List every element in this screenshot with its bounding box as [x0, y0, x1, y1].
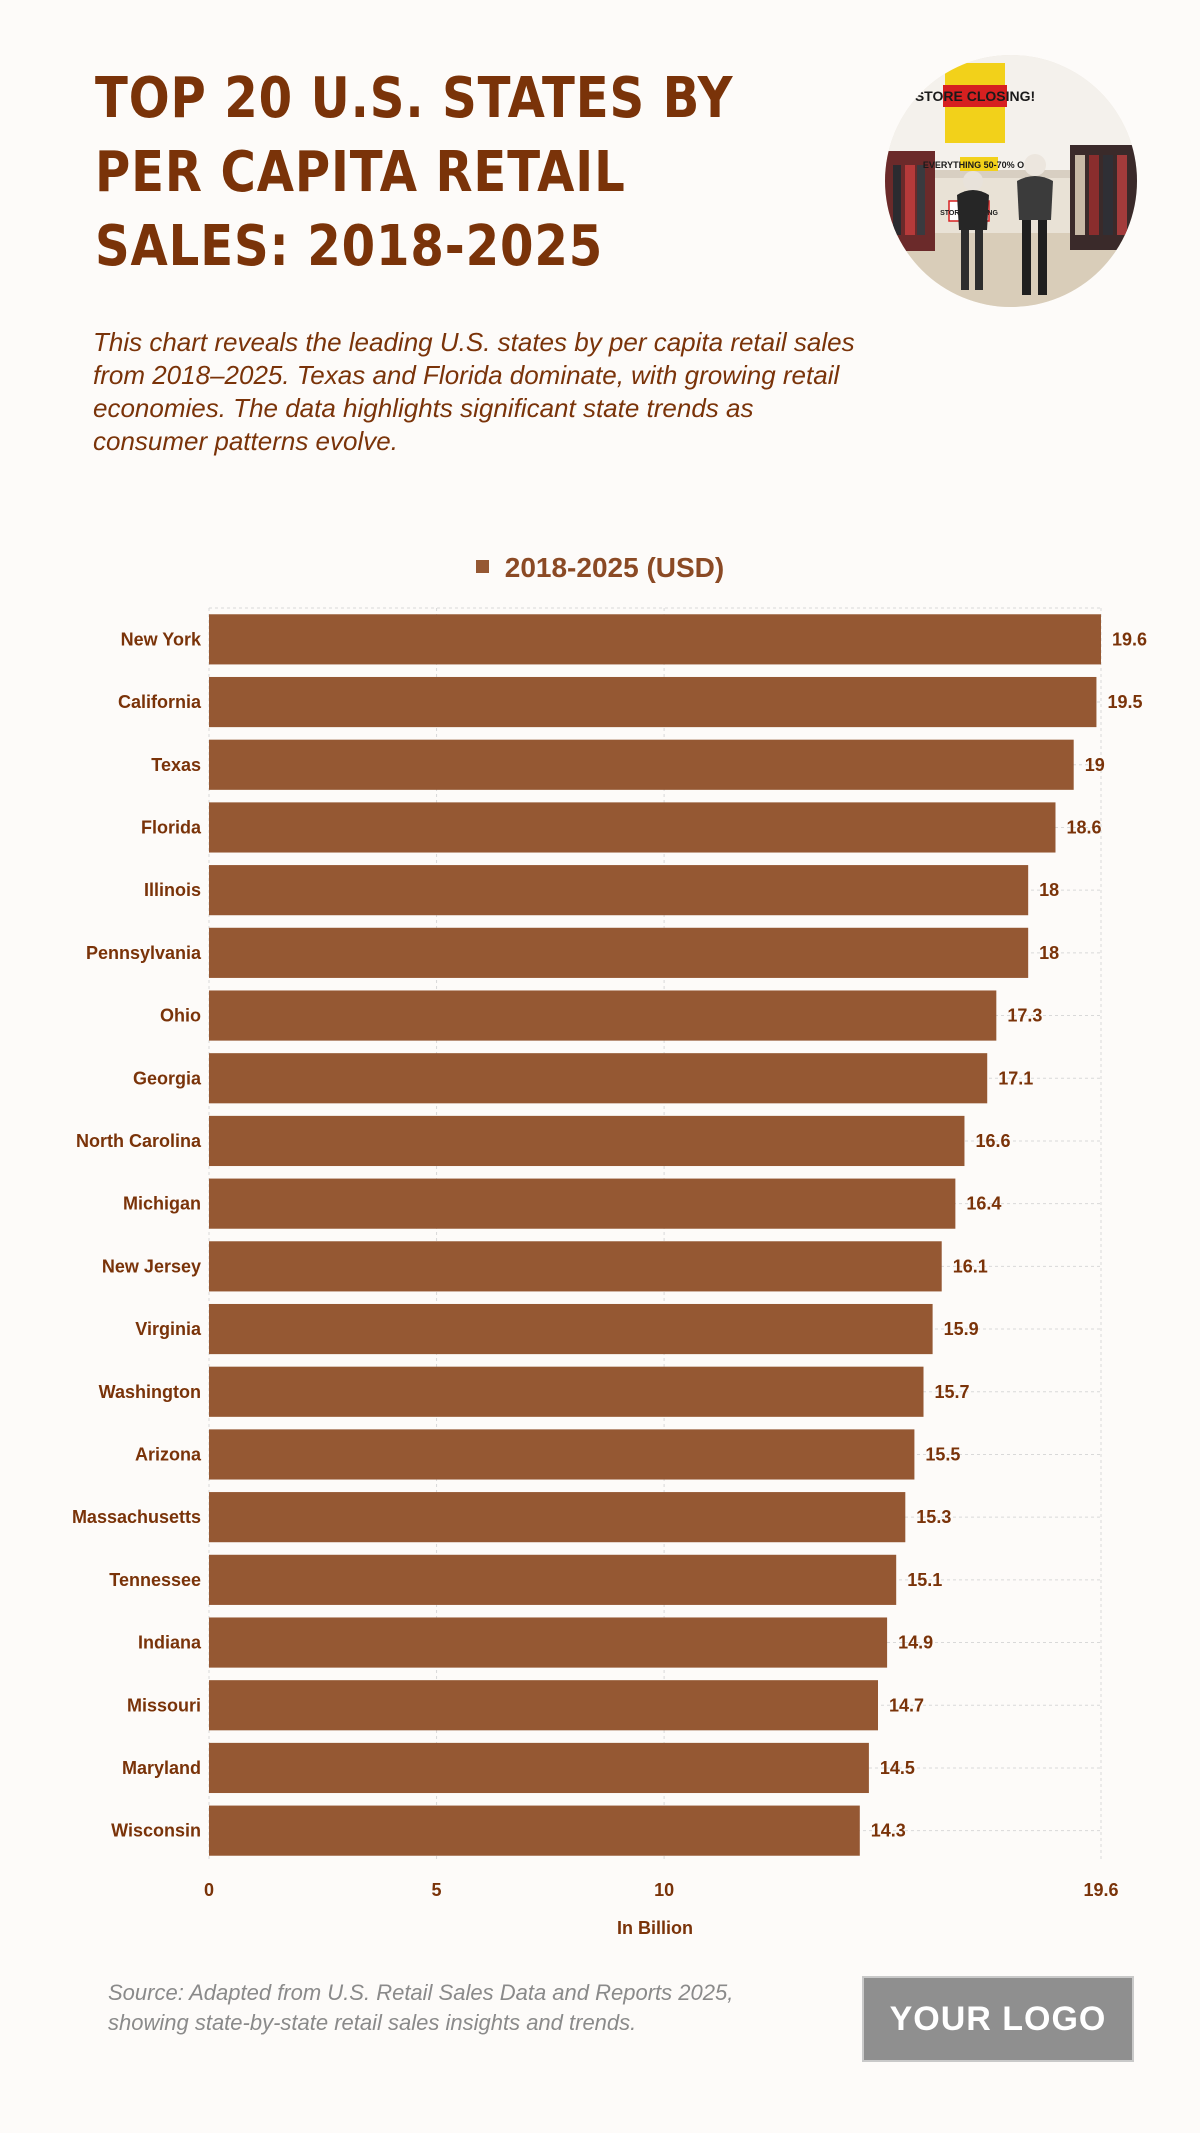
bar-chart: 0 5 10 19.6 New York 19.6 California 19.5 Texas 1… [72, 607, 1147, 1938]
category-label: Wisconsin [111, 1821, 201, 1841]
bar-value-label: 15.5 [925, 1444, 960, 1464]
bar [209, 802, 1056, 853]
bar [209, 927, 1029, 978]
category-label: Texas [151, 755, 201, 775]
bar [209, 865, 1029, 916]
category-label: Missouri [127, 1695, 201, 1715]
chart-grid [208, 607, 1102, 1862]
bar [209, 1429, 915, 1480]
bar-value-label: 16.4 [966, 1194, 1001, 1214]
bar-value-label: 18.6 [1066, 817, 1101, 837]
bar-value-label: 19 [1085, 755, 1105, 775]
category-label: Pennsylvania [86, 943, 202, 963]
category-label: Michigan [123, 1194, 201, 1214]
x-axis-title: In Billion [617, 1918, 693, 1938]
bar-value-label: 14.7 [889, 1695, 924, 1715]
chart-labels: 0 5 10 19.6 New York 19.6 California 19.5 Texas 1… [72, 629, 1147, 1900]
category-label: Indiana [138, 1633, 202, 1653]
bar-value-label: 14.3 [871, 1821, 906, 1841]
category-label: Ohio [160, 1006, 201, 1026]
category-label: New York [121, 629, 202, 649]
bar-value-label: 18 [1039, 880, 1059, 900]
bar [209, 1303, 933, 1355]
bar-value-label: 14.9 [898, 1633, 933, 1653]
bar [209, 614, 1101, 665]
bar [209, 1617, 888, 1668]
logo-placeholder: YOUR LOGO [862, 1976, 1134, 2062]
bar-value-label: 17.1 [998, 1068, 1033, 1088]
chart-bars [209, 614, 1101, 1856]
category-label: Virginia [135, 1319, 202, 1339]
category-label: Tennessee [109, 1570, 201, 1590]
bar [209, 1742, 869, 1794]
category-label: North Carolina [76, 1131, 202, 1151]
bar [209, 676, 1097, 728]
bar-value-label: 14.5 [880, 1758, 915, 1778]
bar-value-label: 15.3 [916, 1507, 951, 1527]
bar [209, 1492, 906, 1543]
category-label: Illinois [144, 880, 201, 900]
category-label: Florida [141, 817, 202, 837]
source-note: Source: Adapted from U.S. Retail Sales D… [108, 1980, 734, 2035]
discount-sign-text: EVERYTHING 50-70% OFF [923, 160, 1036, 170]
chart-description: This chart reveals the leading U.S. stat… [93, 327, 855, 456]
bar-value-label: 15.1 [907, 1570, 942, 1590]
bar-value-label: 16.1 [953, 1256, 988, 1276]
category-label: Arizona [135, 1444, 202, 1464]
bar-value-label: 15.9 [944, 1319, 979, 1339]
bar-value-label: 15.7 [935, 1382, 970, 1402]
bar [209, 1554, 897, 1605]
category-label: Washington [99, 1382, 201, 1402]
bar-value-label: 17.3 [1007, 1006, 1042, 1026]
bar [209, 1366, 924, 1417]
page-title: TOP 20 U.S. STATES BY PER CAPITA RETAIL … [95, 66, 734, 279]
bar-value-label: 19.5 [1107, 692, 1142, 712]
bar-value-label: 19.6 [1112, 629, 1147, 649]
category-label: Georgia [133, 1068, 202, 1088]
bar [209, 1805, 860, 1856]
x-tick-label: 5 [432, 1880, 442, 1900]
bar [209, 990, 997, 1041]
category-label: New Jersey [102, 1256, 201, 1276]
x-tick-label: 0 [204, 1880, 214, 1900]
bar [209, 739, 1074, 790]
legend-swatch [475, 560, 489, 574]
category-label: Maryland [122, 1758, 201, 1778]
bar-value-label: 16.6 [975, 1131, 1010, 1151]
category-label: California [118, 692, 202, 712]
chart-legend: 2018-2025 (USD) [0, 552, 1200, 584]
bar [209, 1680, 878, 1731]
x-tick-label: 10 [654, 1880, 674, 1900]
bar-value-label: 18 [1039, 943, 1059, 963]
bar [209, 1241, 942, 1292]
bar [209, 1178, 956, 1229]
legend-label: 2018-2025 (USD) [504, 552, 725, 583]
category-label: Massachusetts [72, 1507, 201, 1527]
bar [209, 1053, 988, 1104]
x-tick-label: 19.6 [1083, 1880, 1118, 1900]
bar [209, 1115, 965, 1167]
store-closing-sign-text: STORE CLOSING! [915, 88, 1035, 104]
